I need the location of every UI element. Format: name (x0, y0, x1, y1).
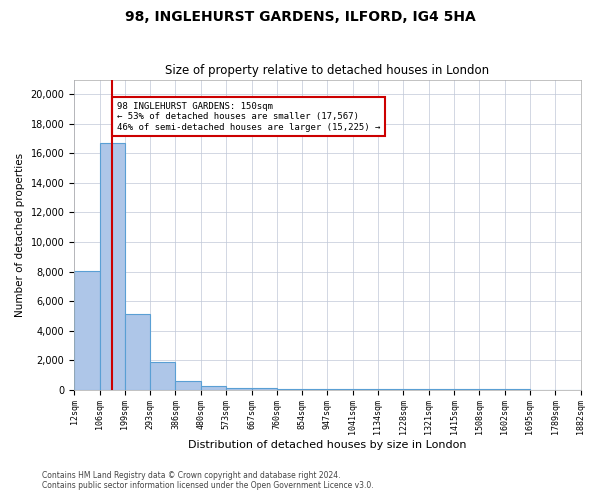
Y-axis label: Number of detached properties: Number of detached properties (15, 152, 25, 316)
Bar (100, 143, 125, 390)
Bar (226, 388, 251, 390)
Bar (150, 362, 175, 390)
Title: Size of property relative to detached houses in London: Size of property relative to detached ho… (165, 64, 490, 77)
Bar (302, 389, 328, 390)
Bar (353, 389, 378, 390)
Bar (201, 386, 226, 390)
Bar (378, 389, 403, 390)
Bar (403, 389, 428, 390)
Bar (74, 271, 100, 390)
Text: 98 INGLEHURST GARDENS: 150sqm
← 53% of detached houses are smaller (17,567)
46% : 98 INGLEHURST GARDENS: 150sqm ← 53% of d… (117, 102, 380, 132)
Bar (125, 314, 150, 390)
Bar (277, 388, 302, 390)
Text: 98, INGLEHURST GARDENS, ILFORD, IG4 5HA: 98, INGLEHURST GARDENS, ILFORD, IG4 5HA (125, 10, 475, 24)
X-axis label: Distribution of detached houses by size in London: Distribution of detached houses by size … (188, 440, 467, 450)
Bar (328, 389, 353, 390)
Bar (175, 381, 201, 390)
Bar (251, 388, 277, 390)
Text: Contains HM Land Registry data © Crown copyright and database right 2024.
Contai: Contains HM Land Registry data © Crown c… (42, 470, 374, 490)
